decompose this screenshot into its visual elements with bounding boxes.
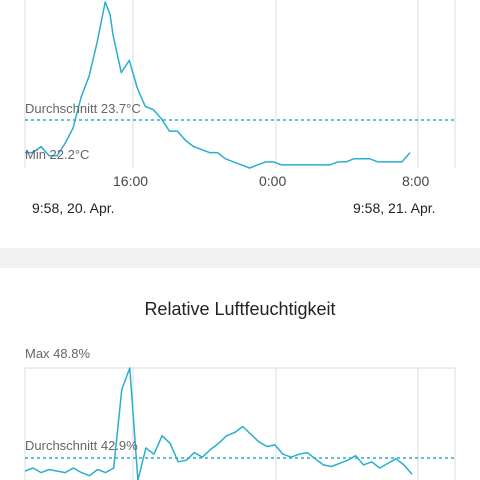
section-separator <box>0 248 480 268</box>
temperature-chart-card: Durchschnitt 23.7°C Min 22.2°C 16:00 0:0… <box>0 0 480 248</box>
x-tick-label: 16:00 <box>113 173 149 189</box>
humidity-max-label: Max 48.8% <box>25 346 91 361</box>
range-end-label: 9:58, 21. Apr. <box>353 200 436 216</box>
x-tick-label: 0:00 <box>259 173 287 189</box>
range-start-label: 9:58, 20. Apr. <box>32 200 115 216</box>
humidity-chart-title: Relative Luftfeuchtigkeit <box>144 299 336 319</box>
temperature-average-label: Durchschnitt 23.7°C <box>25 101 141 116</box>
humidity-chart-card: Relative Luftfeuchtigkeit Max 48.8% Durc… <box>0 268 480 480</box>
humidity-series-line <box>24 367 413 480</box>
humidity-chart[interactable] <box>0 268 480 480</box>
x-tick-label: 8:00 <box>402 173 430 189</box>
temperature-chart[interactable] <box>0 0 480 248</box>
temperature-min-label: Min 22.2°C <box>25 147 90 162</box>
temperature-series-line <box>25 1 411 169</box>
humidity-average-label: Durchschnitt 42.9% <box>25 438 138 453</box>
